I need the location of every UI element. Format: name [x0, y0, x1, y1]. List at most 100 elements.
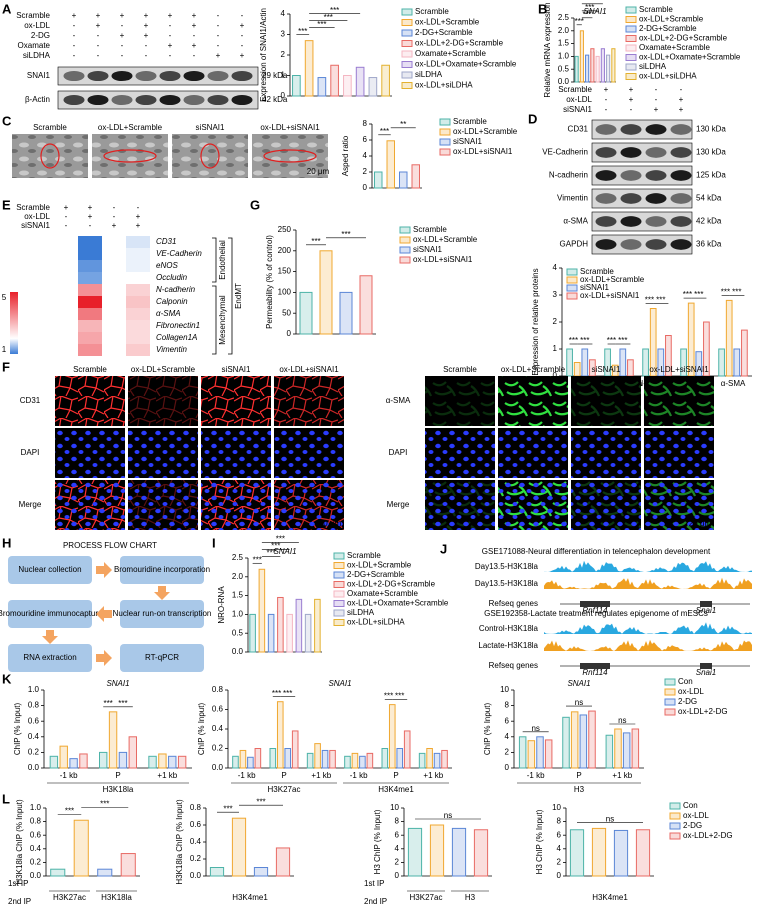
- sig-label: ***: [683, 290, 692, 299]
- panel-label: G: [250, 197, 260, 212]
- bar: [396, 748, 404, 769]
- blot-sign: +: [216, 51, 221, 60]
- legend-label: siLDHA: [415, 70, 443, 79]
- bar: [299, 291, 313, 335]
- blot-band-label: GAPDH: [560, 240, 589, 249]
- legend-swatch: [625, 73, 637, 80]
- y-axis-label: ChIP (% Input): [13, 703, 22, 756]
- bar: [97, 868, 113, 877]
- flow-box: [120, 600, 204, 628]
- legend-label: ox-LDL+2-DG+Scramble: [347, 580, 436, 589]
- legend-swatch: [566, 276, 578, 284]
- legend-swatch: [399, 226, 411, 234]
- flow-step: Nuclear run-on transcription: [113, 609, 212, 618]
- sig-label: ***: [298, 27, 307, 36]
- sig-label: ns: [606, 815, 614, 824]
- bar: [605, 734, 614, 769]
- y-tick-label: 8: [395, 817, 400, 826]
- bar: [284, 748, 292, 769]
- blot-size-label: 42 kDa: [262, 95, 288, 104]
- legend-swatch: [669, 822, 681, 830]
- heatmap-cell: [78, 296, 102, 308]
- gene-label: Calponin: [156, 297, 188, 306]
- y-tick-label: 10: [390, 803, 399, 812]
- blot-band: [620, 147, 642, 158]
- blot-band: [135, 70, 157, 82]
- ip-label: 2nd IP: [8, 897, 31, 906]
- legend-swatch: [401, 29, 413, 37]
- heatmap-row-label: ox-LDL: [24, 212, 50, 221]
- legend-label: ox-LDL+Scramble: [580, 275, 645, 284]
- blot-band: [595, 216, 617, 227]
- micro-signal: [571, 480, 641, 530]
- blot-band-label: β-Actin: [25, 95, 50, 104]
- y-axis-label: NRO-RNA: [217, 586, 226, 624]
- panel-label: D: [528, 111, 537, 126]
- micro-signal: [498, 376, 568, 426]
- blot-band: [183, 70, 205, 82]
- flow-step: Bromouridine immunocapture: [0, 609, 103, 618]
- track-label: Lactate-H3K18la: [478, 641, 538, 650]
- legend-swatch: [625, 44, 637, 52]
- legend-swatch: [669, 802, 681, 810]
- legend-swatch: [399, 256, 411, 264]
- heatmap-cell: [54, 320, 78, 332]
- blot-size-label: 130 kDa: [696, 125, 726, 134]
- legend-label: 2-DG+Scramble: [347, 570, 405, 579]
- legend-label: ox-LDL+2-DG+Scramble: [415, 39, 504, 48]
- bar: [418, 752, 426, 769]
- legend-label: Scramble: [580, 267, 614, 276]
- heatmap-sign: +: [88, 203, 93, 212]
- blot-sign: +: [240, 51, 245, 60]
- cell-outline: [103, 149, 157, 163]
- heatmap-cell: [54, 344, 78, 356]
- blot-band: [87, 70, 109, 82]
- blot-band: [645, 170, 667, 181]
- blot-sign: +: [168, 41, 173, 50]
- x-tick-label: +1 kb: [311, 771, 331, 780]
- ip-label: 1st IP: [8, 879, 28, 888]
- sig-label: ***: [582, 10, 591, 19]
- blot-frame: [591, 211, 693, 232]
- x-tick-label: P: [576, 771, 581, 780]
- y-axis-label: H3K18la ChIP (% Input): [175, 799, 184, 885]
- bar: [386, 140, 395, 189]
- panel-label: K: [2, 671, 12, 686]
- flow-step: RNA extraction: [23, 653, 76, 662]
- row-label: DAPI: [21, 448, 40, 457]
- blot-band: [87, 94, 109, 106]
- micro-signal: [201, 480, 271, 530]
- flow-step: RT-qPCR: [145, 653, 179, 662]
- row-label: DAPI: [389, 448, 408, 457]
- track-block-title: GSE171088-Neural differentiation in tele…: [482, 547, 711, 556]
- blot-sign: -: [169, 31, 172, 40]
- blot-size-label: 29 kDa: [262, 71, 288, 80]
- bar: [286, 613, 293, 653]
- y-tick-label: 4: [505, 732, 510, 741]
- x-tick-label: -1 kb: [350, 771, 368, 780]
- micro-signal: [571, 428, 641, 478]
- legend-label: Oxamate+Scramble: [639, 43, 710, 52]
- bar: [148, 755, 157, 769]
- bar: [292, 75, 301, 97]
- blot-band: [183, 94, 205, 106]
- bar: [566, 348, 573, 377]
- legend-label: 2-DG+Scramble: [415, 28, 473, 37]
- legend-label: Scramble: [453, 117, 487, 126]
- heatmap-cell: [102, 344, 126, 356]
- sig-label: ***: [103, 699, 112, 708]
- bar: [473, 829, 489, 877]
- legend-swatch: [401, 50, 413, 58]
- y-axis-label: H3 ChIP (% Input): [535, 809, 544, 874]
- bar: [330, 64, 339, 97]
- blot-band: [595, 124, 617, 135]
- heatmap-sign: -: [137, 203, 140, 212]
- micro-signal: [274, 376, 344, 426]
- legend-swatch: [399, 246, 411, 254]
- micro-signal: [201, 428, 271, 478]
- track-signal: [544, 560, 752, 572]
- blot-band: [63, 94, 85, 106]
- heatmap-cell: [54, 272, 78, 284]
- gene-label: Vimentin: [156, 345, 188, 354]
- blot-band: [670, 124, 692, 135]
